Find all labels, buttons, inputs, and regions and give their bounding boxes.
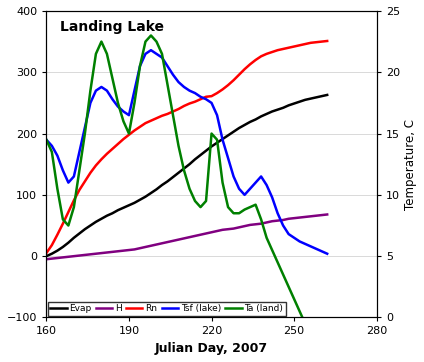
Evap: [66, 240, 71, 245]
H: [44, 257, 49, 261]
Evap: [215, 140, 220, 145]
H: [66, 254, 71, 259]
Ta (land): [231, 211, 236, 215]
Ta (land): [308, 340, 313, 344]
Rn: [226, 83, 231, 87]
Ta (land): [66, 223, 71, 228]
H: [143, 245, 148, 249]
Legend: Evap, H, Rn, Tsf (lake), Ta (land): Evap, H, Rn, Tsf (lake), Ta (land): [47, 302, 286, 316]
H: [325, 212, 330, 216]
Tsf (lake): [66, 180, 71, 185]
Evap: [303, 98, 308, 102]
Evap: [226, 133, 231, 138]
Tsf (lake): [143, 52, 148, 56]
Rn: [143, 121, 148, 125]
Text: Landing Lake: Landing Lake: [59, 20, 164, 34]
Line: Tsf (lake): Tsf (lake): [46, 50, 327, 254]
Line: Ta (land): Ta (land): [46, 35, 327, 362]
Tsf (lake): [181, 85, 187, 89]
H: [176, 237, 181, 242]
Line: Evap: Evap: [46, 95, 327, 256]
Rn: [303, 42, 308, 46]
Rn: [44, 251, 49, 255]
Evap: [176, 171, 181, 175]
Evap: [143, 194, 148, 199]
Tsf (lake): [325, 252, 330, 256]
Y-axis label: Temperature, C: Temperature, C: [404, 119, 417, 210]
Ta (land): [181, 168, 187, 173]
Tsf (lake): [148, 48, 153, 52]
Rn: [176, 107, 181, 111]
Rn: [325, 39, 330, 43]
X-axis label: Julian Day, 2007: Julian Day, 2007: [155, 342, 268, 355]
Rn: [215, 91, 220, 95]
Line: H: H: [46, 214, 327, 259]
H: [303, 215, 308, 219]
Ta (land): [44, 138, 49, 142]
Evap: [44, 254, 49, 258]
Ta (land): [143, 39, 148, 44]
Evap: [325, 93, 330, 97]
Tsf (lake): [308, 244, 313, 249]
Tsf (lake): [44, 138, 49, 142]
Tsf (lake): [220, 138, 225, 142]
Rn: [66, 210, 71, 214]
Tsf (lake): [231, 174, 236, 178]
H: [226, 227, 231, 231]
Line: Rn: Rn: [46, 41, 327, 253]
H: [215, 229, 220, 233]
Ta (land): [148, 33, 153, 38]
Ta (land): [220, 180, 225, 185]
